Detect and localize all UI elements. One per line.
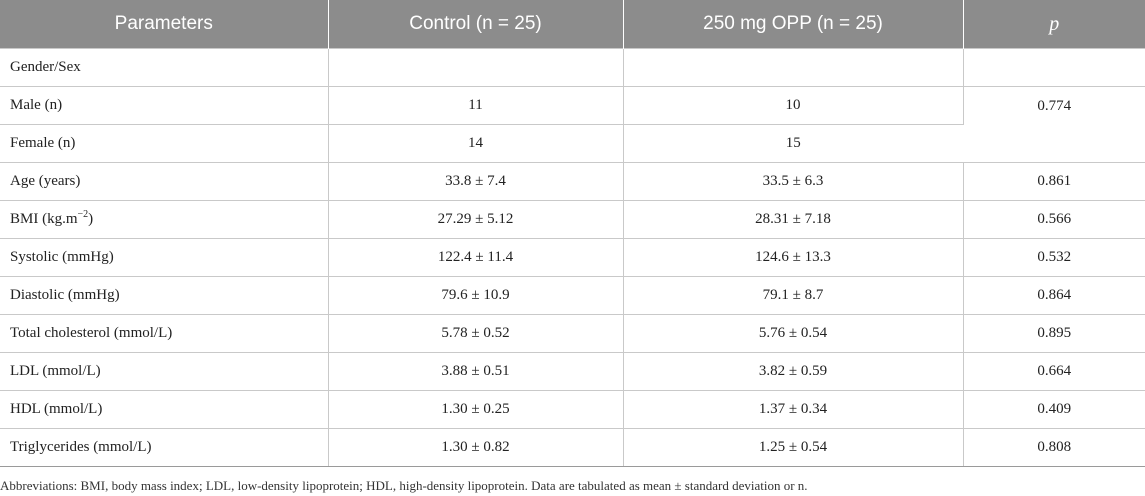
table-row: Age (years) 33.8 ± 7.4 33.5 ± 6.3 0.861 [0,162,1145,201]
row-label: Diastolic (mmHg) [0,276,329,315]
control-value: 14 [328,124,624,163]
header-control: Control (n = 25) [328,0,624,49]
p-value [963,48,1145,87]
control-value [328,48,624,87]
table-footnote: Abbreviations: BMI, body mass index; LDL… [0,478,808,493]
table-row: BMI (kg.m−2) 27.29 ± 5.12 28.31 ± 7.18 0… [0,200,1145,239]
row-label: Age (years) [0,162,329,201]
row-label: Female (n) [0,124,329,163]
row-label: Gender/Sex [0,48,329,87]
p-value: 0.808 [963,428,1145,467]
table-row: Diastolic (mmHg) 79.6 ± 10.9 79.1 ± 8.7 … [0,276,1145,315]
control-value: 79.6 ± 10.9 [328,276,624,315]
opp-value: 15 [623,124,963,163]
row-label: Triglycerides (mmol/L) [0,428,329,467]
header-parameters: Parameters [0,0,329,49]
opp-value: 5.76 ± 0.54 [623,314,964,353]
row-label: Systolic (mmHg) [0,238,329,277]
control-value: 1.30 ± 0.82 [328,428,624,467]
p-value: 0.532 [963,238,1145,277]
bmi-label-close: ) [88,211,94,227]
control-value: 3.88 ± 0.51 [328,352,624,391]
opp-value: 1.37 ± 0.34 [623,390,964,429]
row-label: HDL (mmol/L) [0,390,329,429]
table-row: Male (n) 11 10 0.774 [0,86,1145,163]
table-row: Systolic (mmHg) 122.4 ± 11.4 124.6 ± 13.… [0,238,1145,277]
table-row: Triglycerides (mmol/L) 1.30 ± 0.82 1.25 … [0,428,1145,467]
table-row: LDL (mmol/L) 3.88 ± 0.51 3.82 ± 0.59 0.6… [0,352,1145,391]
header-opp: 250 mg OPP (n = 25) [623,0,964,49]
opp-value: 124.6 ± 13.3 [623,238,964,277]
opp-value: 10 [623,86,964,125]
table-row: Gender/Sex [0,48,1145,87]
opp-value [623,48,964,87]
p-value: 0.664 [963,352,1145,391]
header-row: Parameters Control (n = 25) 250 mg OPP (… [0,0,1145,49]
p-value: 0.566 [963,200,1145,239]
control-value: 11 [328,86,624,125]
table-body: Gender/Sex Male (n) 11 10 0.774 Female (… [0,48,1145,467]
opp-value: 79.1 ± 8.7 [623,276,964,315]
table-header: Parameters Control (n = 25) 250 mg OPP (… [0,0,1145,49]
header-p-value: p [963,0,1145,49]
p-value: 0.861 [963,162,1145,201]
table-row: Total cholesterol (mmol/L) 5.78 ± 0.52 5… [0,314,1145,353]
control-value: 1.30 ± 0.25 [328,390,624,429]
p-value: 0.409 [963,390,1145,429]
opp-value: 3.82 ± 0.59 [623,352,964,391]
table-row: Female (n) 14 15 [0,124,1145,163]
row-label: Total cholesterol (mmol/L) [0,314,329,353]
row-label: BMI (kg.m−2) [0,200,329,239]
bmi-exponent: −2 [77,209,89,220]
p-value: 0.895 [963,314,1145,353]
p-value: 0.864 [963,276,1145,315]
baseline-characteristics-table: Parameters Control (n = 25) 250 mg OPP (… [0,0,1145,467]
control-value: 5.78 ± 0.52 [328,314,624,353]
row-label: Male (n) [0,86,329,125]
bmi-label: BMI (kg.m [10,211,78,227]
control-value: 122.4 ± 11.4 [328,238,624,277]
opp-value: 33.5 ± 6.3 [623,162,964,201]
control-value: 33.8 ± 7.4 [328,162,624,201]
opp-value: 28.31 ± 7.18 [623,200,964,239]
table-row: HDL (mmol/L) 1.30 ± 0.25 1.37 ± 0.34 0.4… [0,390,1145,429]
opp-value: 1.25 ± 0.54 [623,428,964,467]
p-value-merged: 0.774 [963,86,1145,163]
row-label: LDL (mmol/L) [0,352,329,391]
control-value: 27.29 ± 5.12 [328,200,624,239]
